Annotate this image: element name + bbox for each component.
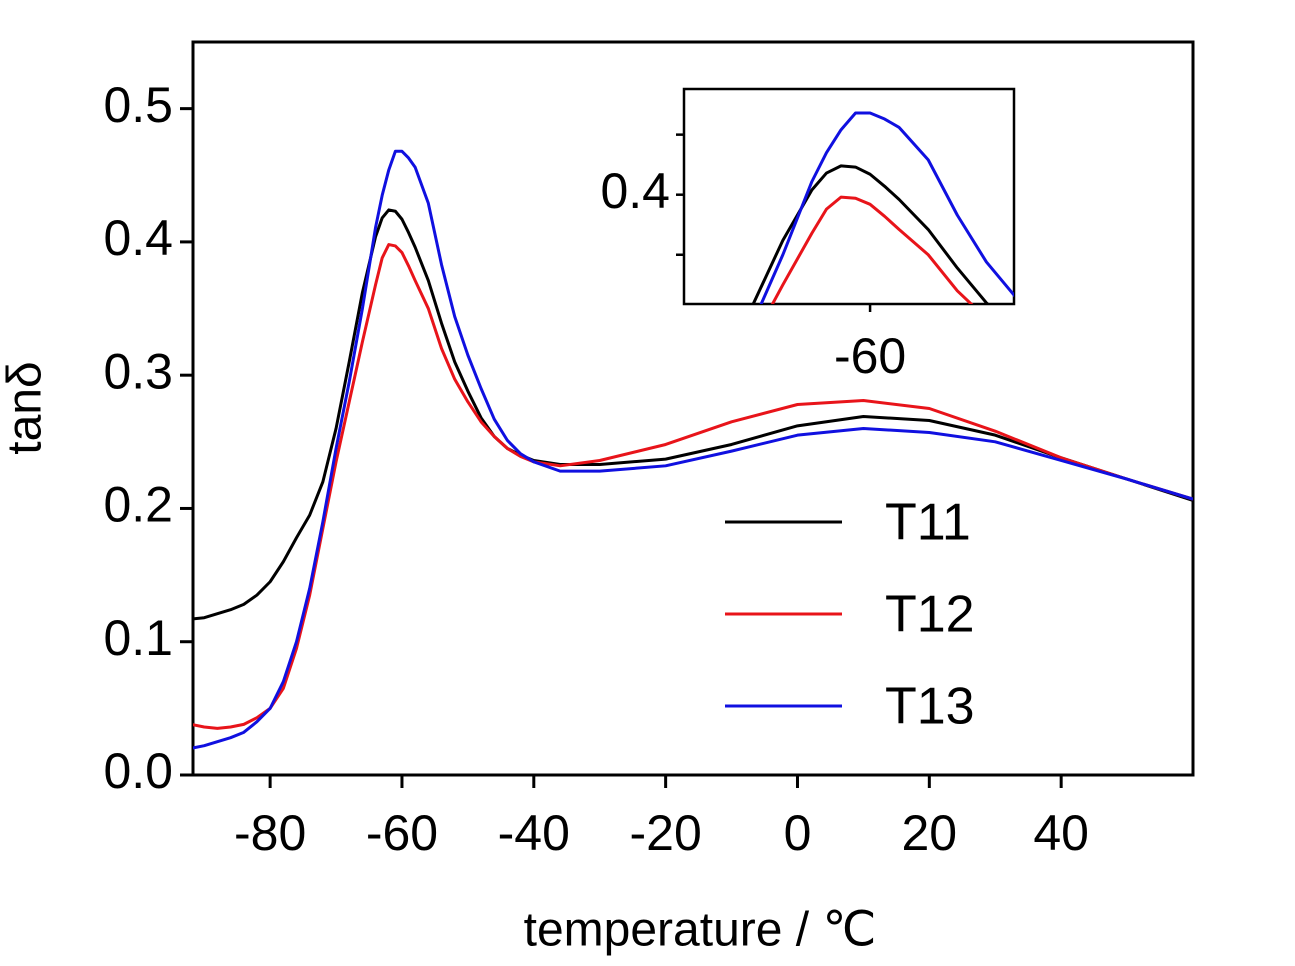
series-line [193,149,1193,750]
x-tick-label: 20 [902,805,958,861]
y-tick-label: 0.2 [103,477,173,533]
x-tick-label: -40 [498,805,570,861]
y-tick-label: 0.4 [103,210,173,266]
x-tick-label: -60 [366,805,438,861]
y-tick-label: 0.4 [600,163,670,219]
series-line [759,111,1014,304]
x-tick-label: -80 [234,805,306,861]
x-tick-label: 0 [784,805,812,861]
y-tick-label: 0.5 [103,77,173,133]
legend-label: T11 [885,494,971,552]
series-line [751,164,990,304]
y-tick-label: 0.3 [103,343,173,399]
series-line [770,195,974,304]
y-tick-label: 0.1 [103,610,173,666]
series-line [193,208,1193,621]
x-tick-label: 40 [1033,805,1089,861]
x-tick-label: -20 [630,805,702,861]
x-tick-label: -60 [834,328,906,384]
y-axis-label: tanδ [0,361,52,454]
y-tick-label: 0.0 [103,743,173,799]
legend-label: T12 [885,586,975,644]
x-axis-label: temperature / ℃ [524,904,877,957]
legend-label: T13 [885,678,975,736]
series-line [193,243,1193,730]
